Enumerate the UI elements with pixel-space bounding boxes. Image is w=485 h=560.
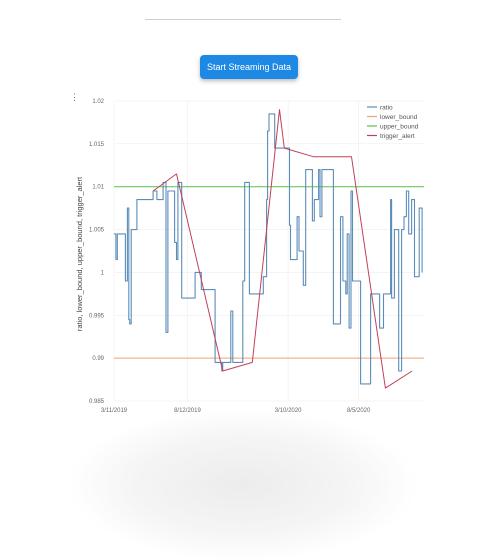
legend-label-upper-bound: upper_bound bbox=[380, 123, 419, 130]
y-tick-label: 0.985 bbox=[89, 399, 105, 405]
chart-grid bbox=[113, 100, 424, 402]
more-options-icon[interactable]: ⋮ bbox=[70, 92, 79, 102]
line-chart: 1.02 1.015 1.01 1.005 1 0.995 0.99 0.985 3/11/2… bbox=[75, 99, 424, 414]
x-tick-label: 8/12/2019 bbox=[174, 408, 201, 414]
x-tick-label: 8/5/2020 bbox=[347, 408, 371, 414]
y-tick-label: 0.995 bbox=[89, 313, 105, 319]
chart-series bbox=[114, 109, 424, 389]
legend-label-lower-bound: lower_bound bbox=[380, 114, 418, 121]
y-tick-label: 1.01 bbox=[92, 185, 104, 191]
y-tick-label: 1 bbox=[101, 270, 105, 276]
legend-label-ratio: ratio bbox=[380, 104, 393, 111]
x-tick-label: 3/10/2020 bbox=[275, 408, 302, 414]
start-streaming-button[interactable]: Start Streaming Data bbox=[200, 55, 298, 79]
chart-legend: ratio lower_bound upper_bound trigger_alert bbox=[367, 104, 419, 140]
y-axis-label: ratio, lower_bound, upper_bound, trigger… bbox=[75, 176, 84, 331]
y-tick-label: 1.02 bbox=[92, 99, 104, 105]
y-tick-label: 1.005 bbox=[89, 228, 105, 234]
x-axis-ticks: 3/11/2019 8/12/2019 3/10/2020 8/5/2020 bbox=[101, 408, 371, 414]
series-line-trigger-alert bbox=[152, 109, 413, 389]
y-tick-label: 0.99 bbox=[92, 356, 104, 362]
top-divider bbox=[145, 19, 341, 20]
y-tick-label: 1.015 bbox=[89, 142, 105, 148]
legend-label-trigger-alert: trigger_alert bbox=[380, 133, 415, 140]
series-line-ratio bbox=[114, 113, 423, 385]
y-axis-ticks: 1.02 1.015 1.01 1.005 1 0.995 0.99 0.985 bbox=[89, 99, 105, 405]
x-tick-label: 3/11/2019 bbox=[101, 408, 128, 414]
